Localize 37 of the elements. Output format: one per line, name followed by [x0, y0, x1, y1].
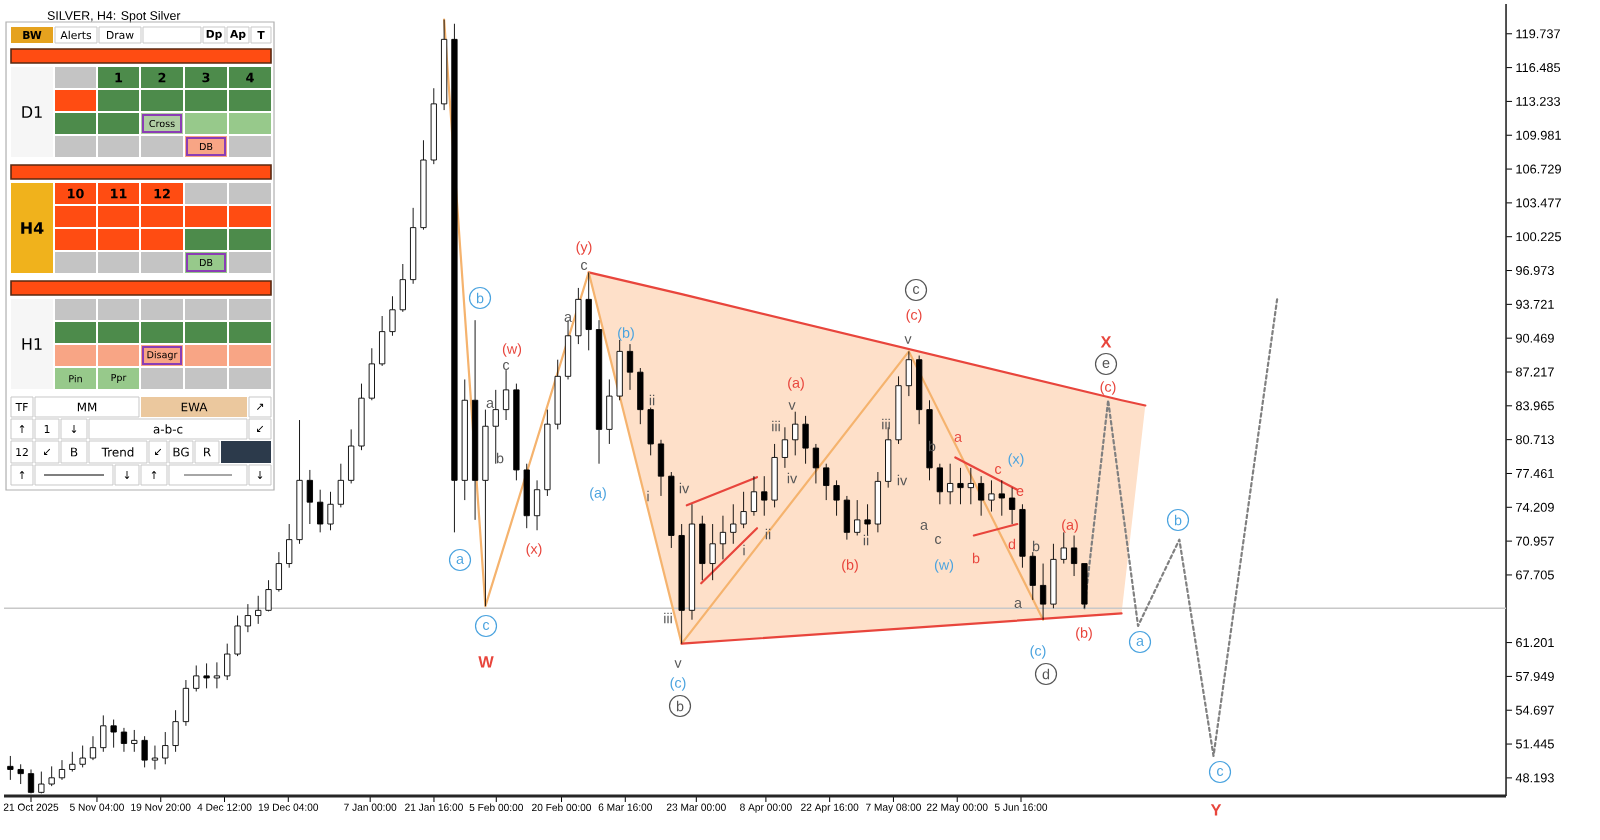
- candlestick: [275, 551, 282, 593]
- candlestick: [843, 495, 851, 541]
- candlestick: [781, 426, 789, 469]
- candlestick: [502, 369, 510, 421]
- candlestick: [440, 19, 448, 111]
- candlestick: [182, 679, 190, 727]
- candlestick: [1070, 535, 1078, 577]
- candlestick: [564, 319, 572, 380]
- candlestick: [812, 443, 820, 484]
- candlestick: [533, 479, 541, 531]
- line-series: [443, 18, 1045, 645]
- candlestick: [595, 319, 603, 465]
- candlestick: [213, 661, 221, 689]
- line-series: [587, 271, 1147, 407]
- candlestick: [244, 603, 252, 633]
- text: Y: [1210, 804, 1222, 816]
- candlestick: [58, 759, 66, 781]
- candlestick: [978, 475, 985, 517]
- candlestick: [306, 469, 313, 525]
- candlestick: [657, 439, 665, 497]
- candlestick: [89, 735, 97, 761]
- annotation: X: [1100, 336, 1112, 348]
- candlestick: [379, 315, 386, 367]
- candlestick: [626, 343, 634, 391]
- candlestick: [905, 350, 912, 397]
- candlestick: [688, 503, 696, 621]
- candlestick: [750, 475, 758, 517]
- candlestick: [120, 727, 128, 753]
- candlestick: [1008, 487, 1016, 525]
- candlestick: [947, 463, 954, 505]
- candlestick: [874, 471, 881, 533]
- candlestick: [1039, 563, 1047, 621]
- candlestick: [719, 515, 727, 560]
- candlestick: [471, 319, 479, 521]
- annotation: W: [478, 656, 494, 668]
- candlestick: [151, 745, 159, 770]
- candlestick: [409, 207, 417, 285]
